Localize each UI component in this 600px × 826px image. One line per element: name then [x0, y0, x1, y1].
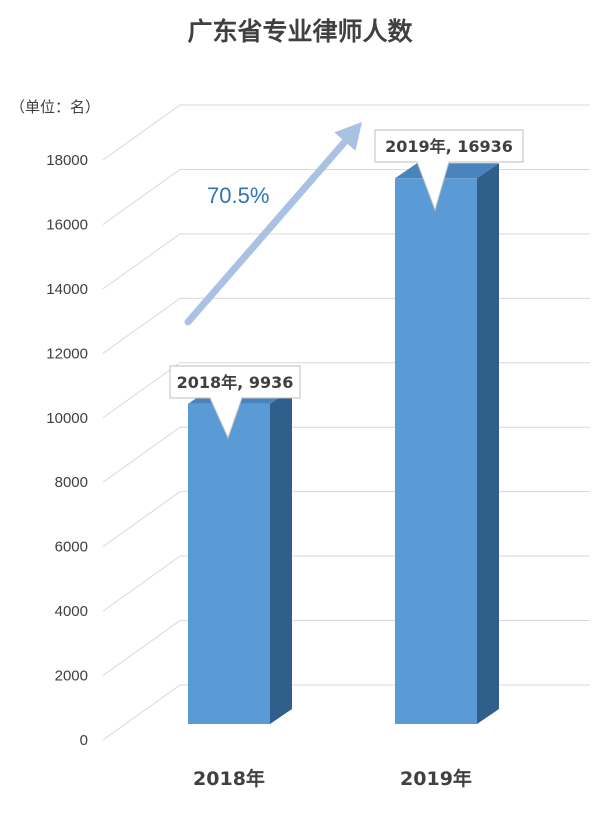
- gridline-4000: [102, 555, 590, 612]
- x-axis-categories: 2018年 2019年: [193, 767, 472, 790]
- gridline-12000: [102, 297, 590, 354]
- growth-annotation: 70.5%: [207, 183, 269, 208]
- y-tick-label-18000: 18000: [46, 152, 88, 169]
- data-label-text: 2018年, 9936: [177, 373, 294, 392]
- data-label-callout: [169, 365, 301, 440]
- y-tick-label-6000: 6000: [55, 539, 88, 556]
- gridline-8000: [102, 426, 590, 483]
- bar-front-face: [395, 178, 477, 725]
- data-labels: 2018年, 9936 2019年, 16936: [169, 129, 524, 440]
- data-label-2019年: 2019年, 16936: [374, 129, 524, 212]
- y-tick-label-8000: 8000: [55, 474, 88, 491]
- x-category-label-2019年: 2019年: [400, 767, 472, 790]
- growth-arrow-shaft: [184, 132, 354, 326]
- y-tick-label-4000: 4000: [55, 603, 88, 620]
- y-tick-label-2000: 2000: [55, 668, 88, 685]
- data-label-callout: [374, 129, 524, 212]
- bar-2019年: [395, 163, 499, 725]
- growth-arrow-group: 70.5%: [184, 122, 362, 326]
- gridlines: [102, 104, 590, 741]
- gridline-16000: [102, 168, 590, 225]
- unit-label: （单位：名）: [10, 98, 101, 116]
- y-tick-label-10000: 10000: [46, 410, 88, 427]
- y-axis-ticks: 0 2000 4000 6000 8000 10000 12000 14000 16000 180…: [46, 152, 88, 749]
- y-tick-label-12000: 12000: [46, 345, 88, 362]
- gridline-14000: [102, 233, 590, 290]
- bars: [188, 163, 499, 725]
- y-tick-label-14000: 14000: [46, 281, 88, 298]
- y-tick-label-0: 0: [80, 732, 88, 749]
- chart-title: 广东省专业律师人数: [187, 17, 413, 46]
- gridline-0: [102, 684, 590, 741]
- x-category-label-2018年: 2018年: [193, 767, 265, 790]
- bar-2018年: [188, 388, 292, 724]
- gridline-6000: [102, 491, 590, 548]
- y-tick-label-16000: 16000: [46, 216, 88, 233]
- growth-arrow-head: [334, 122, 362, 151]
- bar-side-face: [477, 163, 499, 725]
- data-label-2018年: 2018年, 9936: [169, 365, 301, 440]
- gridline-2000: [102, 620, 590, 676]
- bar-side-face: [270, 388, 292, 724]
- data-label-text: 2019年, 16936: [385, 137, 513, 156]
- bar-front-face: [188, 403, 270, 724]
- gridline-18000: [102, 104, 590, 161]
